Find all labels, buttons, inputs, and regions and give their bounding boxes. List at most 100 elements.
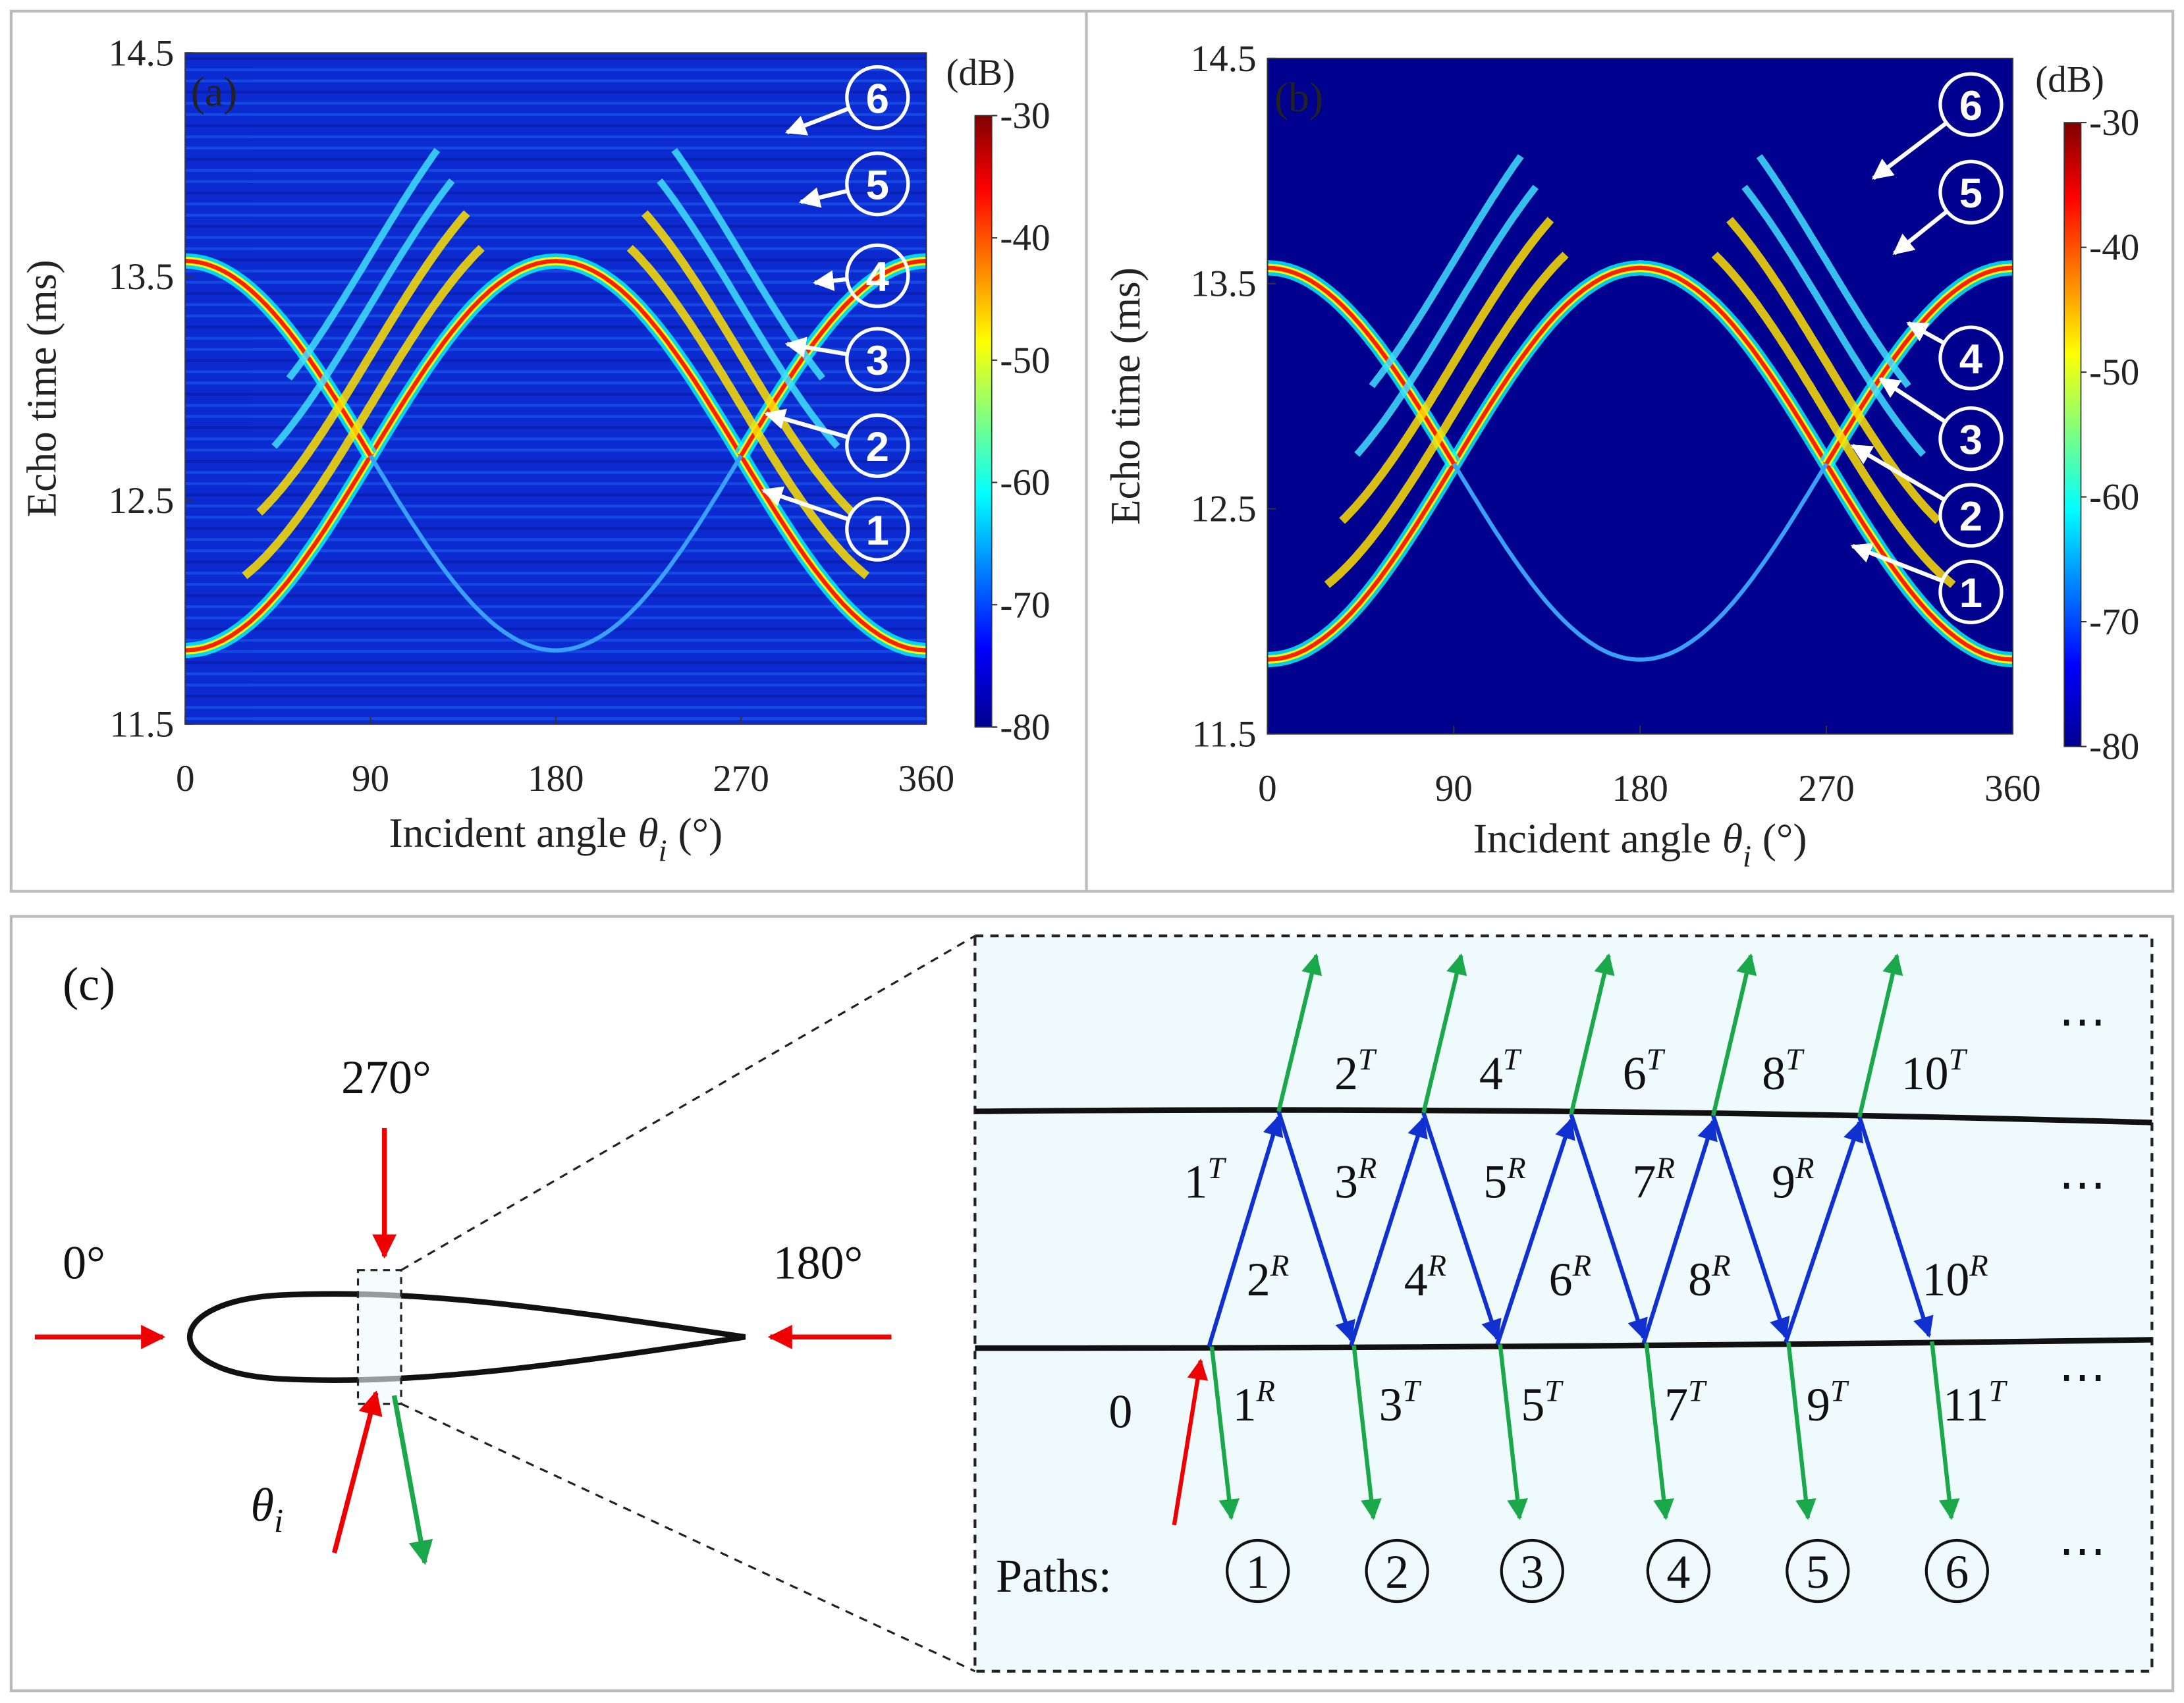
- ray-number: 4: [1404, 1253, 1428, 1306]
- x-tick-label: 0: [1258, 768, 1277, 809]
- blue-ray: [1207, 1115, 1284, 1347]
- colorbar-tick-label: -50: [1000, 340, 1050, 381]
- ray-superscript: R: [1969, 1249, 1988, 1283]
- ray-label: 8R: [1688, 1249, 1730, 1306]
- ray-number: 1: [1233, 1378, 1257, 1431]
- marker-arrow: [1878, 377, 1946, 423]
- x-tick-label: 90: [1435, 768, 1473, 809]
- path-circle: [1786, 1538, 1850, 1604]
- subscript: i: [274, 1502, 283, 1539]
- ray-label: 11T: [1943, 1375, 2007, 1432]
- y-tick-label: 14.5: [1191, 38, 1257, 80]
- x-label-text: Incident angle: [389, 809, 626, 856]
- ray-number: 10: [1901, 1047, 1949, 1100]
- ray-number: 3: [1334, 1156, 1358, 1208]
- incident-symbol: θi: [251, 1478, 283, 1539]
- x-tick-label: 180: [528, 758, 584, 799]
- incident-label: 0: [1108, 1386, 1132, 1438]
- ray-number: 11: [1943, 1378, 1988, 1431]
- ray-superscript: T: [1949, 1043, 1968, 1077]
- x-tick-label: 0: [176, 758, 195, 799]
- marker-circle: [845, 413, 910, 478]
- marker-label: 5: [866, 162, 889, 208]
- marker-circle: [1938, 72, 2004, 137]
- marker-arrow: [1850, 444, 1945, 501]
- x-tick-label: 270: [1798, 768, 1855, 809]
- x-label-sub: i: [659, 834, 667, 868]
- y-axis-label: Echo time (ms): [18, 259, 65, 517]
- marker-label: 2: [1959, 494, 1982, 540]
- marker-circle: [1938, 325, 2004, 391]
- marker-circle: [1938, 483, 2004, 548]
- zoom-line: [400, 1403, 976, 1673]
- panel-label: (b): [1274, 74, 1323, 121]
- zoom-region: [356, 1269, 402, 1405]
- ray-superscript: T: [1503, 1043, 1522, 1077]
- colorbar-tick-label: -30: [2089, 102, 2139, 144]
- colorbar-tick-label: -40: [1000, 217, 1050, 259]
- y-axis-label: Echo time (ms): [1102, 267, 1149, 525]
- ray-label: 10T: [1901, 1043, 1968, 1100]
- ray-superscript: T: [1647, 1043, 1666, 1077]
- ray-label: 4T: [1479, 1043, 1522, 1100]
- ray-label: 8T: [1762, 1043, 1805, 1100]
- panel-label: (a): [191, 68, 237, 115]
- blue-ray: [1276, 1110, 1355, 1342]
- marker-label: 6: [866, 76, 889, 122]
- echo-band: [1324, 252, 1569, 588]
- colorbar-tick-label: -70: [1000, 584, 1050, 626]
- panel-label: (c): [63, 958, 115, 1010]
- heatmap-background: [185, 53, 927, 724]
- ray-superscript: T: [1988, 1375, 2007, 1409]
- ray-superscript: T: [1403, 1375, 1422, 1409]
- marker-circle: [1938, 406, 2004, 472]
- y-tick-label: 11.5: [1192, 714, 1257, 755]
- colorbar-tick-label: -30: [1000, 95, 1050, 137]
- x-tick-label: 360: [898, 758, 955, 799]
- marker-label: 5: [1959, 171, 1982, 217]
- echo-band: [185, 259, 927, 653]
- x-tick-label: 90: [352, 758, 389, 799]
- symbol: θ: [251, 1478, 274, 1531]
- marker-label: 3: [1959, 417, 1982, 463]
- marker-circle: [1938, 159, 2004, 225]
- ray-label: 9R: [1772, 1152, 1814, 1208]
- marker-arrow: [798, 187, 847, 208]
- green-ray: [1421, 953, 1467, 1114]
- blue-ray: [1495, 1118, 1575, 1345]
- angle-label: 0°: [63, 1236, 105, 1289]
- zoom-box: [973, 934, 2154, 1673]
- ray-label: 7R: [1633, 1152, 1675, 1208]
- ray-label: 6R: [1549, 1249, 1591, 1306]
- echo-band: [242, 244, 485, 580]
- ray-number: 7: [1633, 1156, 1656, 1208]
- marker-label: 1: [1959, 570, 1982, 616]
- y-tick-label: 14.5: [108, 32, 174, 74]
- colorbar: [974, 115, 993, 728]
- colorbar-tick-label: -70: [2089, 601, 2139, 643]
- path-circle: [1365, 1538, 1429, 1604]
- blue-ray: [1421, 1112, 1502, 1341]
- ray-superscript: T: [1688, 1375, 1707, 1409]
- marker-label: 4: [1959, 337, 1982, 383]
- ray-label: 1R: [1233, 1375, 1275, 1432]
- marker-label: 6: [1959, 83, 1982, 129]
- echo-band: [1369, 154, 1524, 389]
- marker-label: 3: [866, 338, 889, 384]
- echo-band: [1726, 217, 1942, 524]
- green-ray: [1569, 953, 1615, 1115]
- colorbar-tick-label: -40: [2089, 227, 2139, 269]
- ray-superscript: R: [1427, 1249, 1446, 1283]
- blue-ray: [1641, 1119, 1718, 1344]
- x-label-text: Incident angle: [1473, 815, 1711, 861]
- ray-superscript: R: [1506, 1152, 1525, 1185]
- x-label-unit: (°): [678, 809, 723, 856]
- marker-arrow: [784, 107, 849, 136]
- ray-label: 2T: [1334, 1043, 1377, 1100]
- green-ray: [1276, 953, 1323, 1112]
- ray-number: 9: [1807, 1378, 1830, 1431]
- heatmap-panel: 0 90 180 270 360 11.5 12.5 13.5 14.5 Echo time (m…: [1102, 38, 2139, 874]
- ray-superscript: R: [1270, 1249, 1289, 1283]
- blue-ray: [1784, 1120, 1864, 1343]
